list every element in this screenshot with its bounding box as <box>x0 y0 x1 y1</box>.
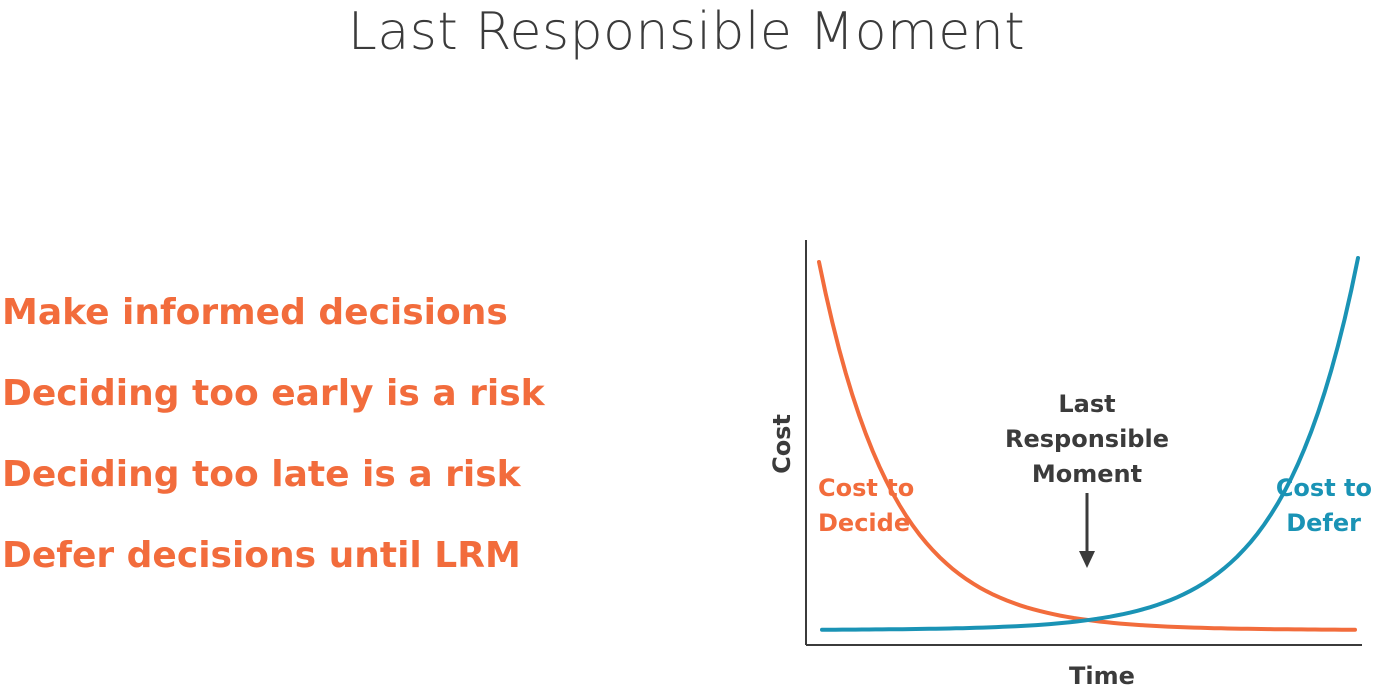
bullet-item: Deciding too late is a risk <box>2 454 521 495</box>
page-title: Last Responsible Moment <box>347 2 1026 62</box>
bullet-item: Defer decisions until LRM <box>2 535 521 576</box>
lrm-label-line3: Moment <box>1032 460 1142 488</box>
y-axis-label: Cost <box>768 414 796 474</box>
cost-to-decide-label-line2: Decide <box>818 509 910 537</box>
cost-to-defer-label-line1: Cost to <box>1276 474 1372 502</box>
cost-to-defer-label-line2: Defer <box>1286 509 1361 537</box>
lrm-label-line1: Last <box>1058 390 1115 418</box>
lrm-diagram: Time Cost Cost to Decide Cost to Defer L… <box>768 240 1372 690</box>
lrm-label-line2: Responsible <box>1005 425 1169 453</box>
bullet-item: Deciding too early is a risk <box>2 373 545 414</box>
x-axis-label: Time <box>1069 662 1135 690</box>
cost-to-defer-curve <box>820 256 1360 632</box>
lrm-arrow-head <box>1079 551 1095 568</box>
cost-to-decide-label-line1: Cost to <box>818 474 914 502</box>
bullet-list: Make informed decisions Deciding too ear… <box>2 272 545 596</box>
bullet-item: Make informed decisions <box>2 292 508 333</box>
